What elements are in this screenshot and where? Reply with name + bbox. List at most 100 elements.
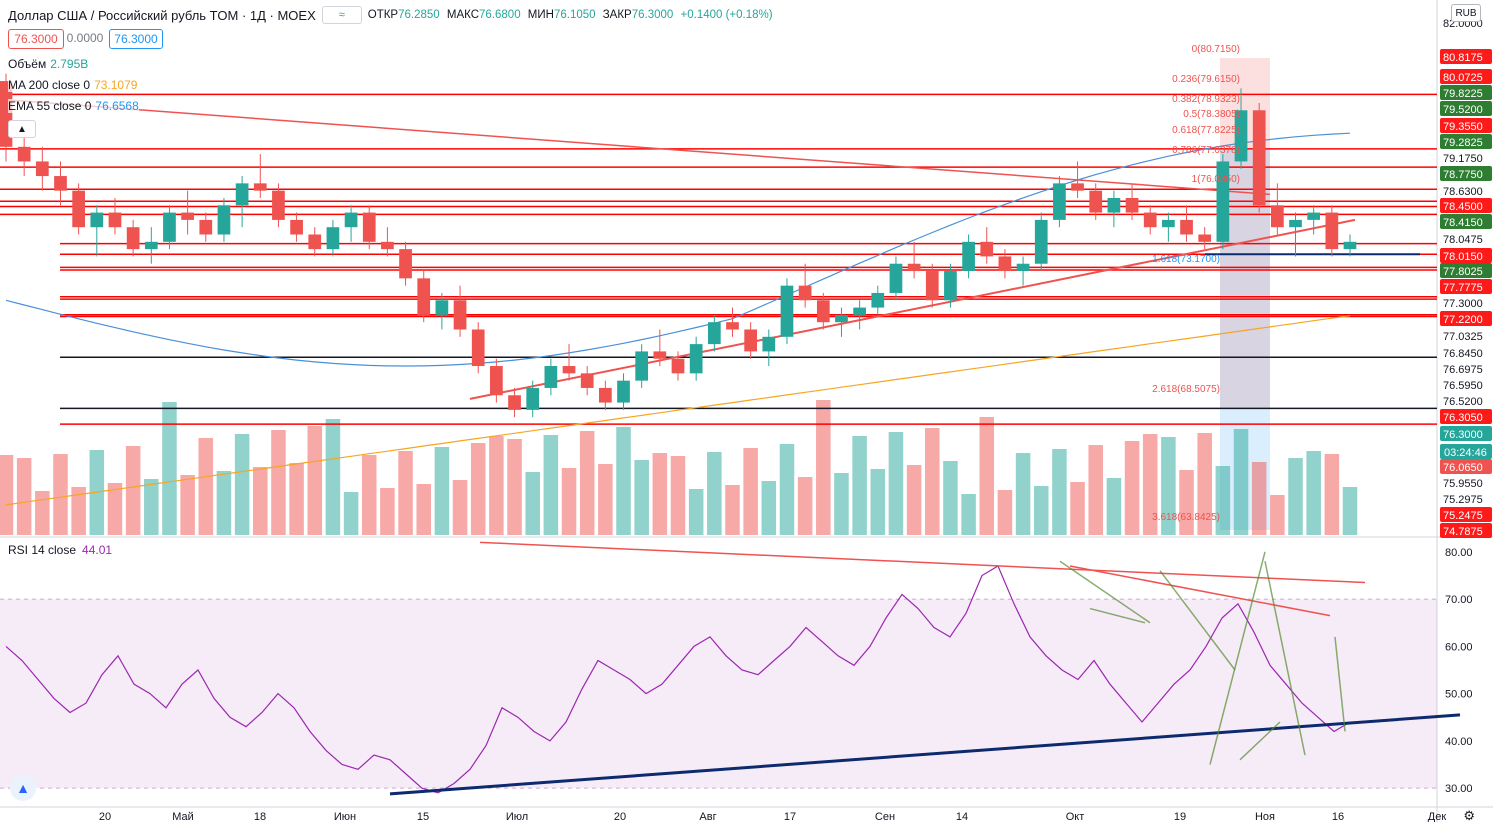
price-axis-badge bbox=[1440, 248, 1492, 263]
volume-bar bbox=[53, 454, 68, 535]
price-axis-badge bbox=[1440, 118, 1492, 133]
price-axis-label: 79.3550 bbox=[1443, 121, 1483, 133]
price-axis-badge bbox=[1440, 311, 1492, 326]
candle-body bbox=[1162, 219, 1175, 228]
fib-label: 0.618(77.8225) bbox=[1172, 125, 1240, 136]
candle-body bbox=[1107, 197, 1121, 213]
volume-legend[interactable]: Объём 2.795B bbox=[8, 57, 89, 71]
price-axis-label: 78.7750 bbox=[1443, 169, 1483, 181]
fib-label: 3.618(63.8425) bbox=[1152, 512, 1220, 523]
price-axis-label: 74.7875 bbox=[1443, 526, 1483, 538]
time-axis-label: 15 bbox=[417, 811, 429, 822]
rsi-legend[interactable]: RSI 14 close 44.01 bbox=[8, 543, 113, 557]
time-axis-label: Май bbox=[172, 811, 194, 822]
price-axis-label: 76.3050 bbox=[1443, 412, 1483, 424]
rsi-axis-label: 80.00 bbox=[1445, 547, 1473, 559]
sell-price-box[interactable]: 76.3000 bbox=[8, 29, 64, 49]
ma200-line bbox=[5, 315, 1351, 506]
candle-body bbox=[417, 278, 431, 315]
rsi-resistance-line bbox=[479, 541, 1366, 584]
volume-bar bbox=[398, 451, 413, 535]
candle-body bbox=[35, 161, 49, 177]
rsi-drawing-line bbox=[1089, 607, 1146, 624]
price-axis-label: 76.5200 bbox=[1443, 396, 1483, 408]
candle-body bbox=[508, 395, 521, 410]
rsi-drawing-line bbox=[1159, 570, 1236, 671]
collapse-legend-button[interactable]: ▲ bbox=[8, 120, 36, 138]
price-axis-label: 76.5950 bbox=[1443, 380, 1483, 392]
volume-bar bbox=[452, 480, 468, 535]
volume-bar bbox=[307, 426, 323, 535]
candle-body bbox=[835, 314, 848, 323]
volume-bar bbox=[1161, 437, 1176, 535]
candle-body bbox=[435, 300, 449, 315]
volume-bar bbox=[1033, 486, 1049, 535]
buy-price-box[interactable]: 76.3000 bbox=[109, 29, 163, 49]
volume-bar bbox=[16, 458, 32, 535]
price-axis-label: 78.0150 bbox=[1443, 251, 1483, 263]
price-trendline bbox=[469, 218, 1356, 400]
volume-bar bbox=[1124, 441, 1140, 535]
price-axis-label: 78.6300 bbox=[1443, 186, 1483, 198]
volume-bar bbox=[1197, 433, 1212, 535]
volume-bar bbox=[834, 473, 849, 535]
currency-badge[interactable]: RUB bbox=[1451, 4, 1481, 22]
candle-body bbox=[126, 227, 140, 250]
symbol-title[interactable]: Доллар США / Российский рубль TOM · 1Д ·… bbox=[8, 7, 316, 23]
candle-body bbox=[471, 329, 485, 367]
ema55-legend[interactable]: EMA 55 close 0 76.6568 bbox=[8, 99, 139, 113]
volume-bar bbox=[1215, 466, 1231, 535]
volume-bar bbox=[1142, 434, 1158, 535]
price-axis-label: 80.8175 bbox=[1443, 52, 1483, 64]
price-axis-badge bbox=[1440, 101, 1492, 116]
volume-bar bbox=[144, 479, 159, 535]
fib-label: 0(80.7150) bbox=[1192, 44, 1240, 55]
price-axis-badge bbox=[1440, 409, 1492, 424]
time-axis-label: Ноя bbox=[1255, 811, 1275, 822]
ema55-value: 76.6568 bbox=[95, 99, 139, 113]
candle-body bbox=[1270, 205, 1284, 228]
volume-bar bbox=[816, 400, 831, 535]
volume-bar bbox=[1251, 462, 1267, 535]
high-value: 76.6800 bbox=[479, 9, 521, 21]
candle-body bbox=[1125, 197, 1139, 213]
volume-bar bbox=[434, 447, 450, 535]
candle-body bbox=[72, 190, 86, 228]
compare-icon[interactable]: ≈ bbox=[321, 6, 362, 24]
volume-bar bbox=[289, 463, 304, 535]
close-value: 76.3000 bbox=[631, 9, 674, 21]
volume-bar bbox=[797, 477, 813, 535]
candle-body bbox=[17, 146, 31, 162]
volume-bar bbox=[761, 481, 777, 535]
candle-body bbox=[653, 351, 667, 359]
volume-bar bbox=[107, 483, 123, 535]
rsi-axis-label: 70.00 bbox=[1445, 594, 1473, 606]
gear-icon[interactable]: ⚙ bbox=[1463, 808, 1475, 823]
time-axis-label: 17 bbox=[784, 811, 796, 822]
price-downtrend-line bbox=[0, 98, 1271, 196]
candle-body bbox=[163, 212, 176, 242]
fib-label: 1.618(73.1700) bbox=[1152, 254, 1220, 265]
rsi-drawing-line bbox=[1334, 636, 1346, 732]
volume-bar bbox=[198, 438, 214, 535]
volume-bar bbox=[1324, 454, 1340, 535]
volume-bar bbox=[943, 461, 958, 535]
price-axis-label: 75.2475 bbox=[1443, 510, 1483, 522]
candle-body bbox=[108, 212, 122, 228]
volume-bar bbox=[634, 460, 649, 535]
candle-body bbox=[90, 212, 104, 228]
fib-label: 0.5(78.3805) bbox=[1183, 109, 1240, 120]
time-axis-label: Дек bbox=[1428, 811, 1447, 822]
candle-body bbox=[199, 219, 213, 235]
volume-bar bbox=[325, 419, 341, 535]
price-axis-badge bbox=[1440, 523, 1492, 538]
candle-body bbox=[671, 358, 685, 374]
ma200-legend[interactable]: MA 200 close 0 73.1079 bbox=[8, 78, 138, 92]
price-axis-label: 79.2825 bbox=[1443, 137, 1483, 149]
price-axis-badge bbox=[1440, 85, 1492, 100]
fib-label: 0.786(77.0378) bbox=[1172, 145, 1240, 156]
candle-body bbox=[726, 322, 739, 330]
volume-bar bbox=[507, 439, 522, 535]
tradingview-logo-icon[interactable]: ▲ bbox=[10, 775, 36, 801]
